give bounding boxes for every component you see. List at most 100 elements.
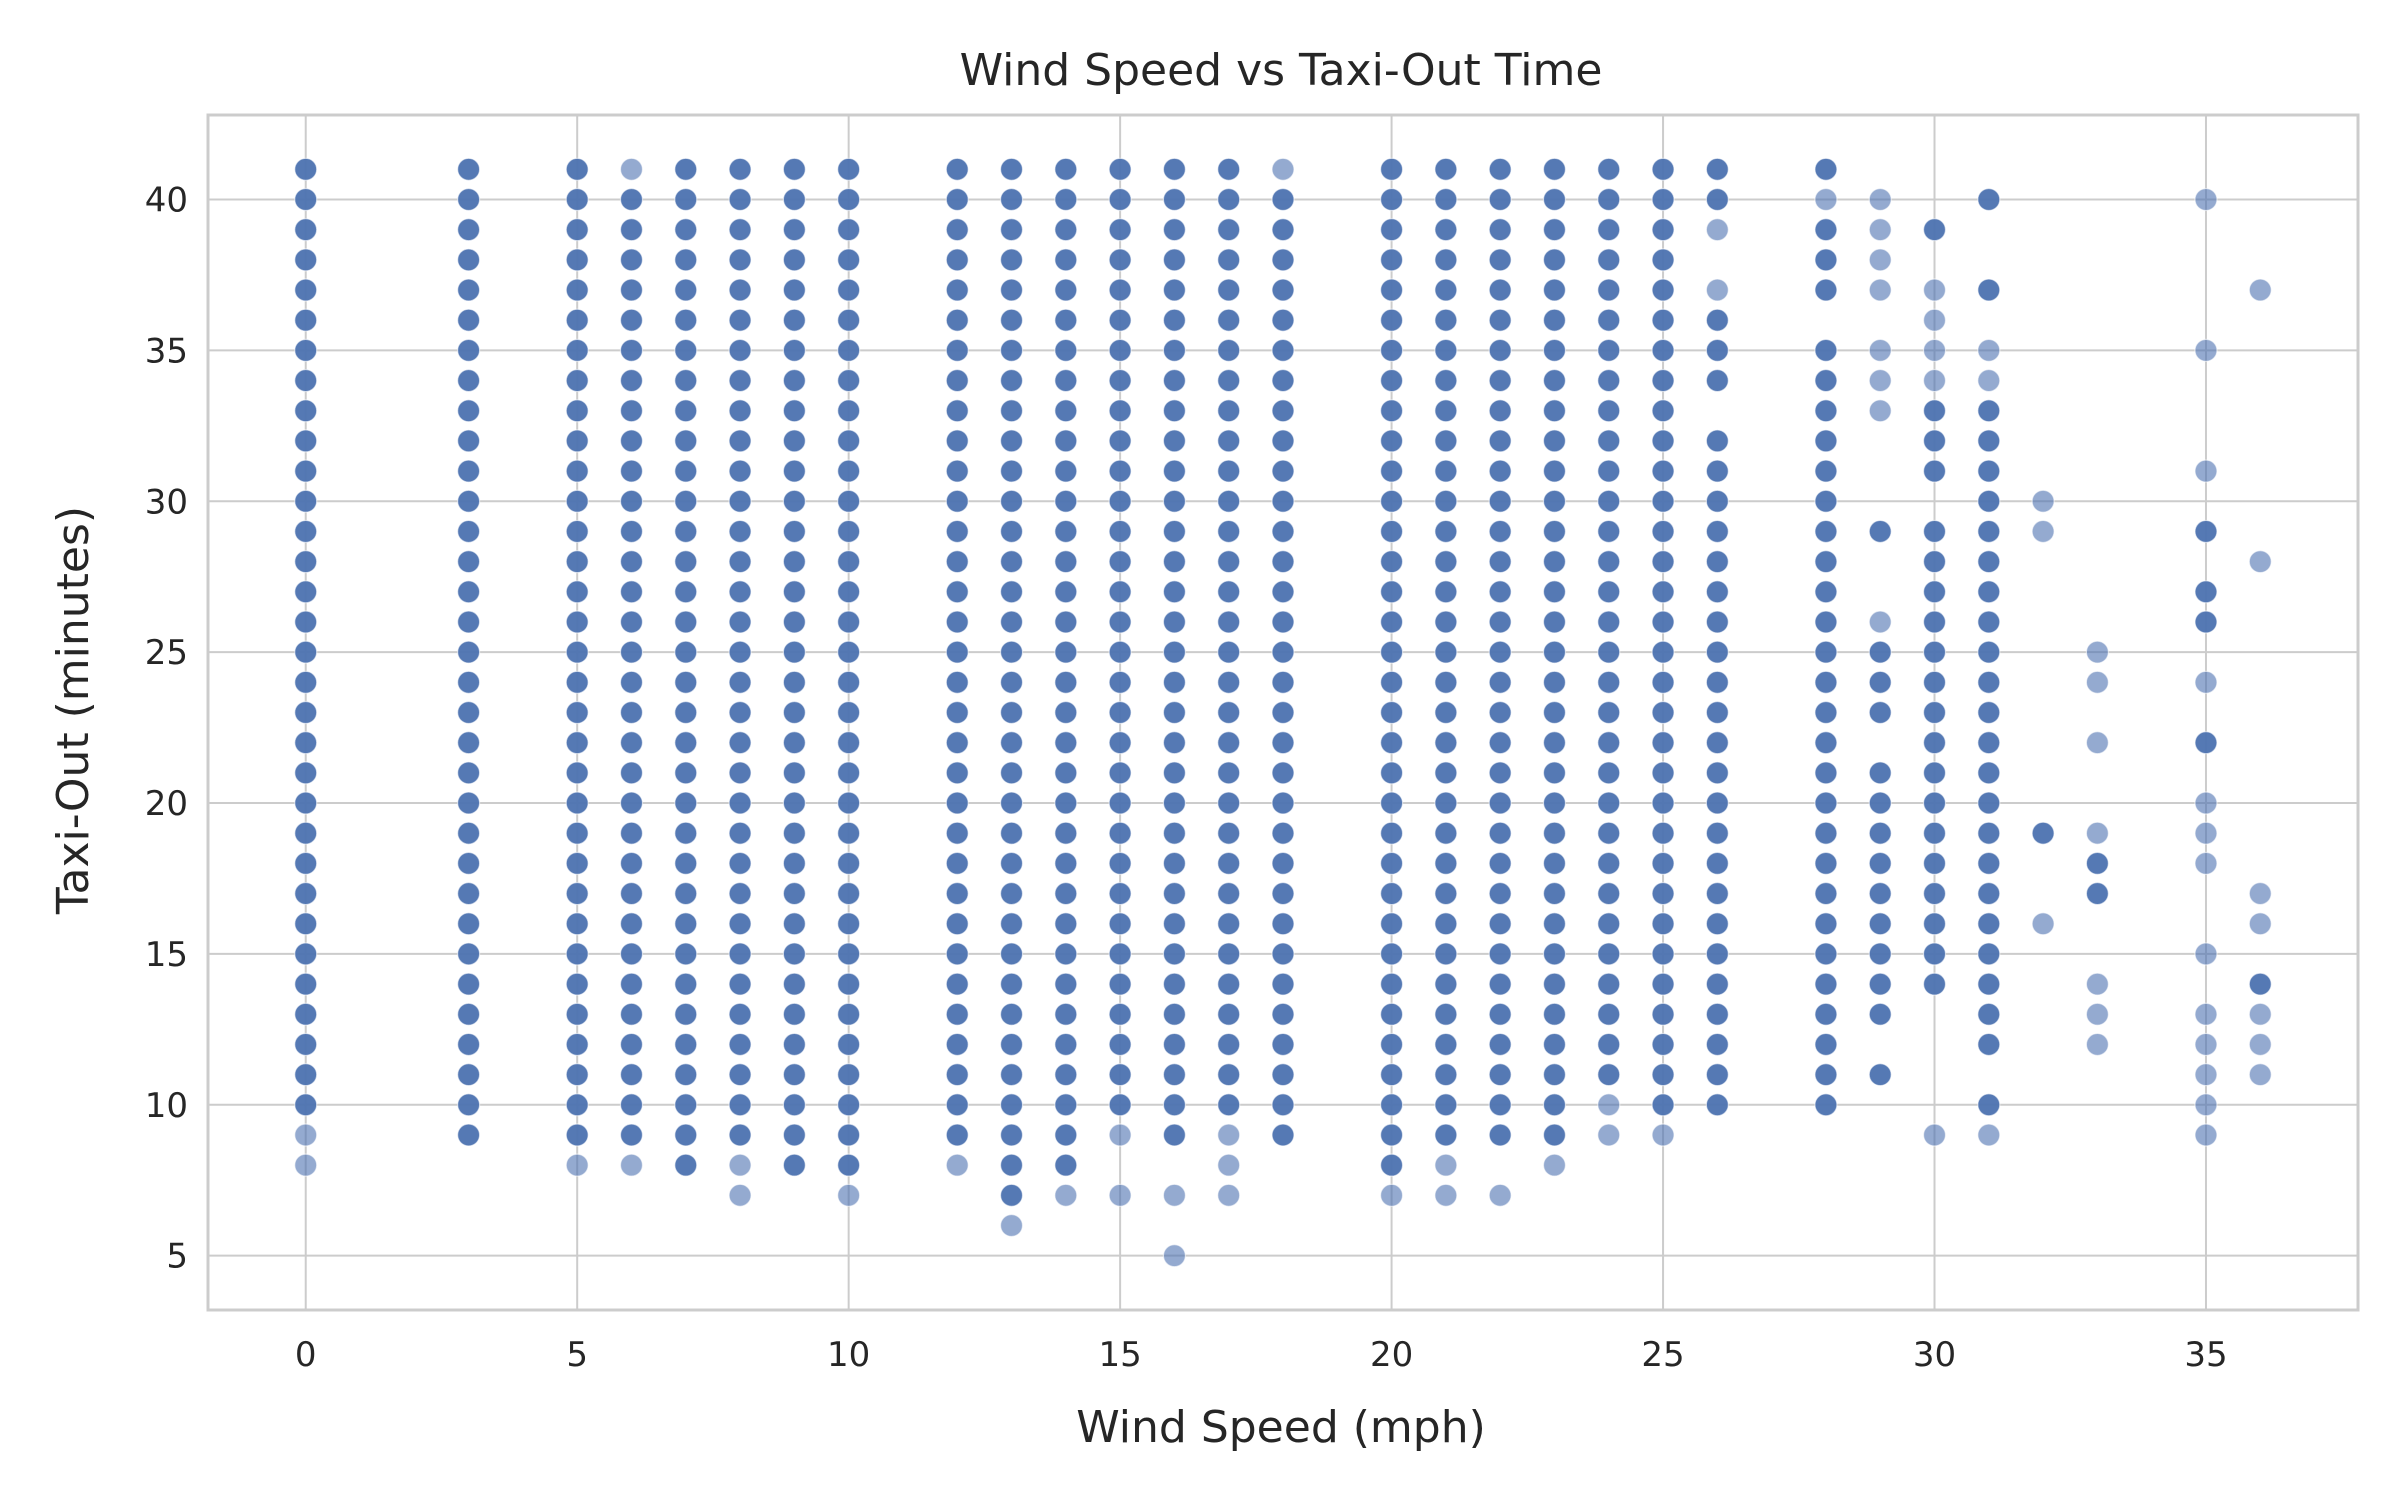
scatter-point	[1217, 881, 1241, 906]
scatter-point	[1217, 218, 1241, 242]
scatter-point	[1597, 700, 1621, 725]
scatter-point	[294, 519, 318, 544]
scatter-point	[674, 610, 698, 634]
scatter-point	[1651, 700, 1675, 725]
scatter-point	[782, 1032, 806, 1057]
scatter-point	[1651, 610, 1675, 634]
scatter-point	[1434, 821, 1458, 845]
scatter-point	[945, 368, 969, 393]
scatter-point	[1108, 1183, 1132, 1207]
scatter-point	[1217, 851, 1241, 875]
scatter-point	[1217, 278, 1241, 302]
scatter-point	[728, 489, 752, 513]
scatter-point	[1705, 1032, 1729, 1057]
scatter-point	[1162, 700, 1187, 725]
scatter-point	[1922, 218, 1947, 242]
scatter-point	[1054, 338, 1078, 362]
scatter-point	[619, 489, 644, 513]
scatter-point	[1651, 429, 1675, 453]
scatter-point	[1379, 278, 1404, 302]
scatter-point	[782, 368, 806, 393]
scatter-point	[837, 157, 861, 181]
scatter-point	[1488, 1183, 1512, 1207]
x-tick-label: 0	[295, 1335, 317, 1375]
scatter-point	[837, 731, 861, 755]
scatter-point	[2194, 519, 2218, 544]
scatter-point	[728, 157, 752, 181]
scatter-point	[1705, 218, 1729, 242]
scatter-point	[2194, 821, 2218, 845]
scatter-point	[294, 368, 318, 393]
scatter-point	[1271, 761, 1295, 785]
scatter-point	[1488, 731, 1512, 755]
scatter-point	[1488, 399, 1512, 423]
scatter-point	[728, 821, 752, 845]
scatter-point	[457, 881, 481, 906]
scatter-point	[837, 1153, 861, 1177]
scatter-point	[674, 157, 698, 181]
scatter-point	[1379, 580, 1404, 604]
scatter-point	[1379, 308, 1404, 332]
scatter-point	[1597, 157, 1621, 181]
scatter-point	[674, 1093, 698, 1117]
scatter-point	[1814, 338, 1838, 362]
scatter-point	[1651, 821, 1675, 845]
scatter-point	[1271, 670, 1295, 694]
scatter-point	[674, 640, 698, 664]
scatter-point	[2085, 881, 2109, 906]
scatter-point	[2031, 519, 2055, 544]
scatter-point	[294, 1032, 318, 1057]
scatter-point	[619, 580, 644, 604]
scatter-point	[1597, 368, 1621, 393]
scatter-point	[1977, 278, 2001, 302]
scatter-point	[1542, 248, 1567, 272]
scatter-point	[457, 610, 481, 634]
scatter-point	[1434, 157, 1458, 181]
scatter-point	[1922, 368, 1947, 393]
scatter-point	[1434, 429, 1458, 453]
scatter-point	[565, 821, 589, 845]
scatter-point	[619, 912, 644, 936]
scatter-point	[1705, 1093, 1729, 1117]
scatter-point	[1162, 218, 1187, 242]
scatter-point	[1922, 731, 1947, 755]
scatter-point	[1379, 459, 1404, 483]
scatter-point	[1705, 278, 1729, 302]
scatter-point	[1108, 489, 1132, 513]
scatter-point	[1922, 700, 1947, 725]
scatter-point	[1054, 670, 1078, 694]
scatter-point	[1162, 972, 1187, 996]
scatter-point	[1054, 278, 1078, 302]
scatter-point	[565, 580, 589, 604]
scatter-point	[619, 731, 644, 755]
scatter-point	[1868, 399, 1892, 423]
scatter-point	[674, 700, 698, 725]
scatter-point	[1379, 610, 1404, 634]
scatter-point	[1488, 791, 1512, 815]
scatter-point	[1379, 821, 1404, 845]
scatter-point	[1434, 881, 1458, 906]
scatter-point	[728, 851, 752, 875]
scatter-point	[999, 912, 1024, 936]
scatter-point	[1542, 368, 1567, 393]
scatter-point	[1814, 157, 1838, 181]
scatter-point	[1651, 851, 1675, 875]
scatter-point	[294, 700, 318, 725]
scatter-point	[1162, 550, 1187, 574]
y-tick-label: 30	[145, 482, 188, 522]
scatter-point	[1108, 1032, 1132, 1057]
scatter-point	[674, 278, 698, 302]
scatter-point	[1542, 912, 1567, 936]
scatter-point	[619, 187, 644, 212]
scatter-point	[2194, 1063, 2218, 1087]
scatter-point	[999, 368, 1024, 393]
scatter-point	[1054, 459, 1078, 483]
scatter-point	[728, 912, 752, 936]
scatter-point	[1922, 640, 1947, 664]
scatter-point	[619, 1123, 644, 1147]
scatter-point	[1217, 429, 1241, 453]
scatter-point	[1977, 1093, 2001, 1117]
scatter-point	[565, 670, 589, 694]
scatter-point	[782, 1093, 806, 1117]
scatter-point	[1217, 1153, 1241, 1177]
